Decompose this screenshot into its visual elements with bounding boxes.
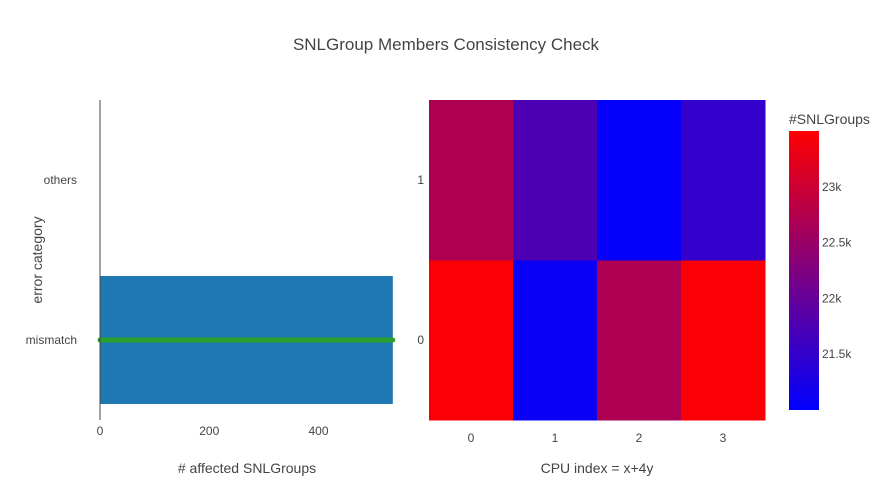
colorbar-tick-22k: 22k (822, 291, 842, 305)
bar-x-tick-400: 400 (309, 424, 329, 438)
bar-panel: mismatch others 0 200 400 # affected SNLGro… (26, 100, 396, 476)
bar-y-tick-mismatch: mismatch (26, 333, 77, 347)
bar-y-tick-others: others (44, 173, 77, 187)
heatmap-cell-x2-y0 (597, 260, 682, 421)
heatmap-y-tick-1: 1 (417, 173, 424, 187)
colorbar-tick-21-5k: 21.5k (822, 347, 852, 361)
heatmap-x-tick-1: 1 (552, 431, 559, 445)
colorbar-title: #SNLGroups (789, 111, 870, 127)
heatmap-cell-x2-y1 (597, 100, 682, 261)
colorbar: #SNLGroups 21.5k 22k 22.5k 23k (789, 111, 870, 410)
colorbar-tick-22-5k: 22.5k (822, 236, 852, 250)
heatmap-cell-x1-y1 (513, 100, 598, 261)
bar-y-axis-title: error category (29, 216, 45, 303)
heatmap-cell-x1-y0 (513, 260, 598, 421)
heatmap-cell-x3-y0 (681, 260, 766, 421)
chart-title: SNLGroup Members Consistency Check (293, 35, 600, 54)
bar-marks (97, 276, 396, 404)
colorbar-tick-23k: 23k (822, 180, 842, 194)
bar-x-tick-0: 0 (97, 424, 104, 438)
colorbar-gradient (789, 131, 819, 410)
heatmap-x-tick-0: 0 (468, 431, 475, 445)
heatmap-cell-x0-y1 (429, 100, 514, 261)
heatmap-y-tick-labels: 01 (417, 173, 424, 347)
heatmap-cells (429, 100, 766, 421)
heatmap-x-tick-labels: 0 1 2 3 (468, 431, 727, 445)
bar-x-tick-200: 200 (199, 424, 219, 438)
heatmap-y-tick-0: 0 (417, 333, 424, 347)
bar-y-tick-labels: mismatch others (26, 173, 77, 347)
heatmap-x-tick-3: 3 (720, 431, 727, 445)
heatmap-cell-x0-y0 (429, 260, 514, 421)
colorbar-tick-labels: 21.5k 22k 22.5k 23k (822, 180, 852, 361)
heatmap-x-tick-2: 2 (636, 431, 643, 445)
heatmap-cell-x3-y1 (681, 100, 766, 261)
bar-x-axis-title: # affected SNLGroups (178, 460, 316, 476)
bar-x-tick-labels: 0 200 400 (97, 424, 329, 438)
heatmap-x-axis-title: CPU index = x+4y (541, 460, 654, 476)
